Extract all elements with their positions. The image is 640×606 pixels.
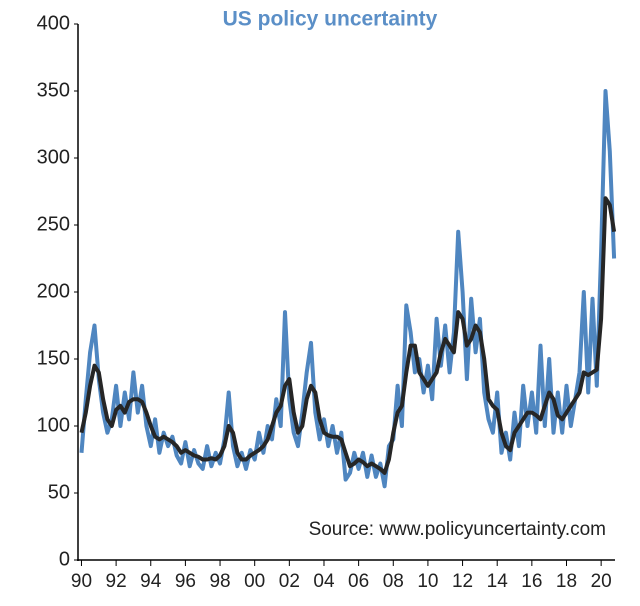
x-tick-label: 20 (591, 571, 612, 592)
x-tick-label: 94 (140, 571, 162, 592)
y-tick-label: 250 (37, 213, 70, 235)
chart-title: US policy uncertainty (223, 8, 438, 31)
line-series (79, 196, 617, 475)
x-tick-label: 12 (452, 571, 473, 592)
x-tick-label: 18 (556, 571, 577, 592)
y-tick-label: 150 (37, 347, 70, 369)
x-tick-label: 10 (417, 571, 438, 592)
x-tick-label: 06 (348, 571, 369, 592)
line-series (79, 89, 617, 489)
y-tick-label: 400 (37, 12, 70, 34)
y-tick-label: 300 (37, 146, 70, 168)
y-tick-label: 350 (37, 79, 70, 101)
x-tick-label: 90 (71, 571, 92, 592)
x-tick-label: 08 (383, 571, 404, 592)
x-tick-label: 98 (209, 571, 230, 592)
y-tick-label: 50 (48, 481, 70, 503)
x-tick-label: 92 (106, 571, 127, 592)
y-tick-label: 200 (37, 280, 70, 302)
x-tick-label: 00 (244, 571, 265, 592)
y-tick-label: 100 (37, 414, 70, 436)
y-tick-label: 0 (59, 548, 70, 570)
x-tick-label: 04 (313, 571, 335, 592)
source-note: Source: www.policyuncertainty.com (309, 519, 606, 540)
x-tick-label: 02 (279, 571, 300, 592)
x-tick-label: 14 (487, 571, 509, 592)
x-tick-label: 96 (175, 571, 196, 592)
x-tick-label: 16 (521, 571, 542, 592)
